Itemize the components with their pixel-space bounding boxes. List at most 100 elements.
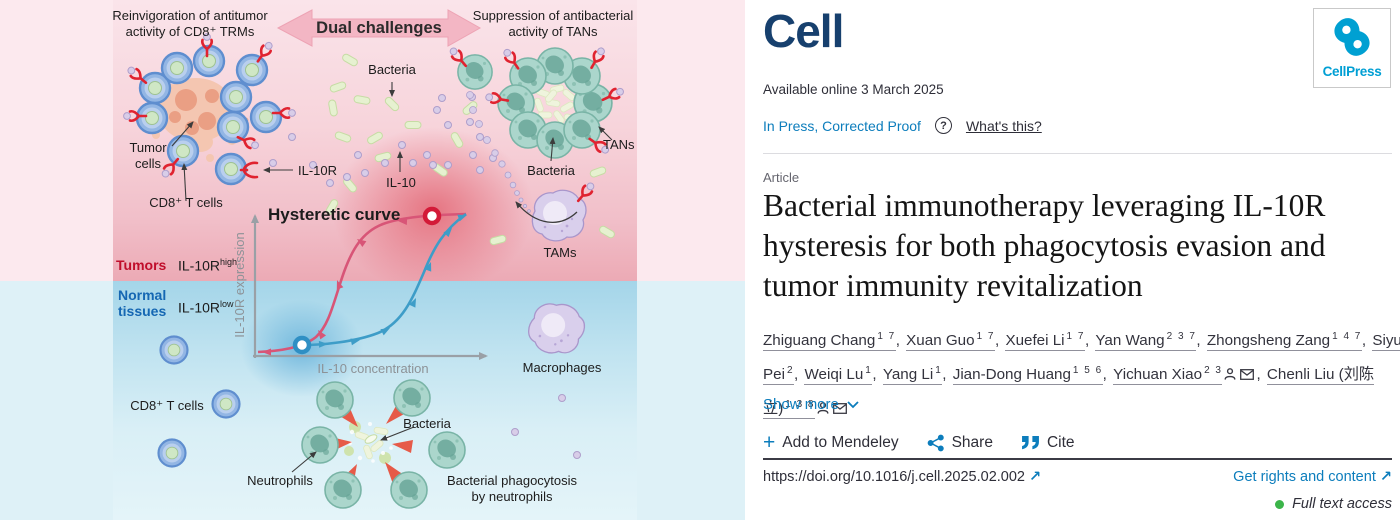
dual-challenges-banner xyxy=(276,9,482,47)
label-bacteria-tan: Bacteria xyxy=(527,163,575,178)
red-curve-arrows xyxy=(262,217,408,356)
content-divider xyxy=(763,458,1392,460)
tam-cell xyxy=(515,179,598,242)
cd8-t-cell-cluster xyxy=(122,32,297,186)
cellpress-swoosh-icon xyxy=(1334,18,1370,56)
author-link[interactable]: Xuan Guo 1 7 xyxy=(906,331,995,352)
show-more-label: Show more xyxy=(763,396,839,413)
person-icon[interactable] xyxy=(817,402,829,414)
cellpress-wordmark: CellPress xyxy=(1322,64,1382,79)
show-more-button[interactable]: Show more xyxy=(763,396,859,413)
access-label: Full text access xyxy=(1292,496,1392,512)
label-y-axis: IL-10R expression xyxy=(231,232,247,338)
author-link[interactable]: Siyu Pei 2 xyxy=(763,332,1400,386)
label-normal-1: Normal xyxy=(118,287,167,303)
author-separator: , xyxy=(794,366,803,384)
share-icon xyxy=(927,434,944,451)
plus-icon: + xyxy=(763,431,776,454)
label-bacteria-top: Bacteria xyxy=(368,62,416,77)
label-phagocytosis-1: Bacterial phagocytosis xyxy=(446,473,578,488)
author-separator: , xyxy=(872,366,881,384)
blue-curve xyxy=(301,212,467,347)
available-online-date: Available online 3 March 2025 xyxy=(763,82,944,97)
external-link-icon: ↗ xyxy=(1379,469,1392,485)
label-suppression-2: activity of TANs xyxy=(508,24,598,39)
cell-journal-logo[interactable]: Cell xyxy=(763,5,844,57)
label-macrophages: Macrophages xyxy=(522,360,602,375)
il10r-receptor xyxy=(239,161,259,179)
question-icon[interactable]: ? xyxy=(934,117,952,134)
label-tumor-cells-2: cells xyxy=(134,156,162,171)
normal-state-marker xyxy=(292,335,312,355)
author-separator: , xyxy=(942,366,951,384)
label-reinvigoration-2: activity of CD8⁺ TRMs xyxy=(125,24,255,39)
author-separator: , xyxy=(895,332,905,350)
person-icon[interactable] xyxy=(1224,368,1236,380)
label-tans: TANs xyxy=(603,137,635,152)
mail-icon[interactable] xyxy=(1240,369,1255,381)
open-access-dot-icon xyxy=(1275,499,1285,509)
mail-icon[interactable] xyxy=(833,403,847,415)
graphical-abstract[interactable]: Reinvigoration of antitumor activity of … xyxy=(0,0,745,520)
label-neutrophils: Neutrophils xyxy=(247,473,313,488)
author-link[interactable]: Weiqi Lu 1 xyxy=(804,365,873,386)
bacteria-pile-bottom xyxy=(344,421,393,464)
blue-curve-arrows xyxy=(318,214,467,348)
author-separator: , xyxy=(1256,366,1265,384)
label-tumors: Tumors xyxy=(116,257,167,273)
external-link-icon: ↗ xyxy=(1029,469,1042,485)
label-phagocytosis-2: by neutrophils xyxy=(471,489,553,504)
author-link[interactable]: Xuefei Li 1 7 xyxy=(1005,331,1085,352)
author-link[interactable]: Chenli Liu (刘陈立) 1 3 8 xyxy=(763,366,1375,420)
label-arrows xyxy=(171,82,613,473)
label-dual-challenges: Dual challenges xyxy=(316,19,442,37)
header-divider xyxy=(763,153,1392,154)
abstract-artwork xyxy=(122,9,627,509)
doi-link[interactable]: https://doi.org/10.1016/j.cell.2025.02.0… xyxy=(763,469,1041,485)
hysteresis-plot xyxy=(251,206,488,360)
author-link[interactable]: Yan Wang 2 3 7 xyxy=(1095,331,1197,352)
author-link[interactable]: Yang Li 1 xyxy=(882,365,943,386)
cellpress-logo[interactable]: CellPress xyxy=(1313,8,1391,88)
label-tams: TAMs xyxy=(543,245,577,260)
whats-this-link[interactable]: What's this? xyxy=(965,117,1042,134)
red-curve xyxy=(257,212,467,354)
share-label: Share xyxy=(951,433,993,451)
share-button[interactable]: Share xyxy=(927,434,993,452)
cite-button[interactable]: Cite xyxy=(1021,434,1075,452)
label-il10: IL-10 xyxy=(386,175,416,190)
tumor-state-marker xyxy=(422,206,442,226)
add-to-mendeley-button[interactable]: + Add to Mendeley xyxy=(763,432,899,453)
author-separator: , xyxy=(994,332,1004,350)
author-list: Zhiguang Chang 1 7, Xuan Guo 1 7, Xuefei L… xyxy=(763,322,1400,424)
label-tumor-cells-1: Tumor xyxy=(129,140,167,155)
label-normal-2: tissues xyxy=(118,303,167,319)
access-status: Full text access xyxy=(1275,496,1392,512)
mendeley-label: Add to Mendeley xyxy=(782,433,899,451)
author-link[interactable]: Zhongsheng Zang 1 4 7 xyxy=(1206,331,1362,352)
label-il10r-high: IL-10Rhigh xyxy=(178,257,238,274)
il10-trail xyxy=(466,91,531,213)
article-header-panel: Cell CellPress Available online 3 March … xyxy=(745,0,1400,520)
label-il10r: IL-10R xyxy=(298,163,338,178)
article-type-label: Article xyxy=(763,170,800,185)
author-separator: , xyxy=(1361,332,1371,350)
cite-label: Cite xyxy=(1046,433,1075,451)
label-il10r-low: IL-10Rlow xyxy=(178,299,234,316)
author-link[interactable]: Yichuan Xiao 2 3 xyxy=(1113,365,1223,386)
phagocytosis-scene xyxy=(301,379,466,509)
author-separator: , xyxy=(1084,332,1094,350)
cite-quote-icon xyxy=(1022,435,1039,450)
label-suppression-1: Suppression of antibacterial xyxy=(472,8,634,23)
label-cd8-top: CD8⁺ T cells xyxy=(149,195,223,210)
author-link[interactable]: Jian-Dong Huang 1 5 6 xyxy=(952,365,1103,386)
article-title: Bacterial immunotherapy leveraging IL-10… xyxy=(763,188,1326,303)
author-link[interactable]: Zhiguang Chang 1 7 xyxy=(763,331,896,352)
label-bacteria-bottom: Bacteria xyxy=(403,416,451,431)
label-x-axis: IL-10 concentration xyxy=(317,361,429,376)
author-separator: , xyxy=(1196,332,1205,350)
author-separator: , xyxy=(1102,366,1112,384)
rights-link[interactable]: Get rights and content ↗ xyxy=(1233,469,1392,485)
in-press-link[interactable]: In Press, Corrected Proof xyxy=(763,117,921,134)
